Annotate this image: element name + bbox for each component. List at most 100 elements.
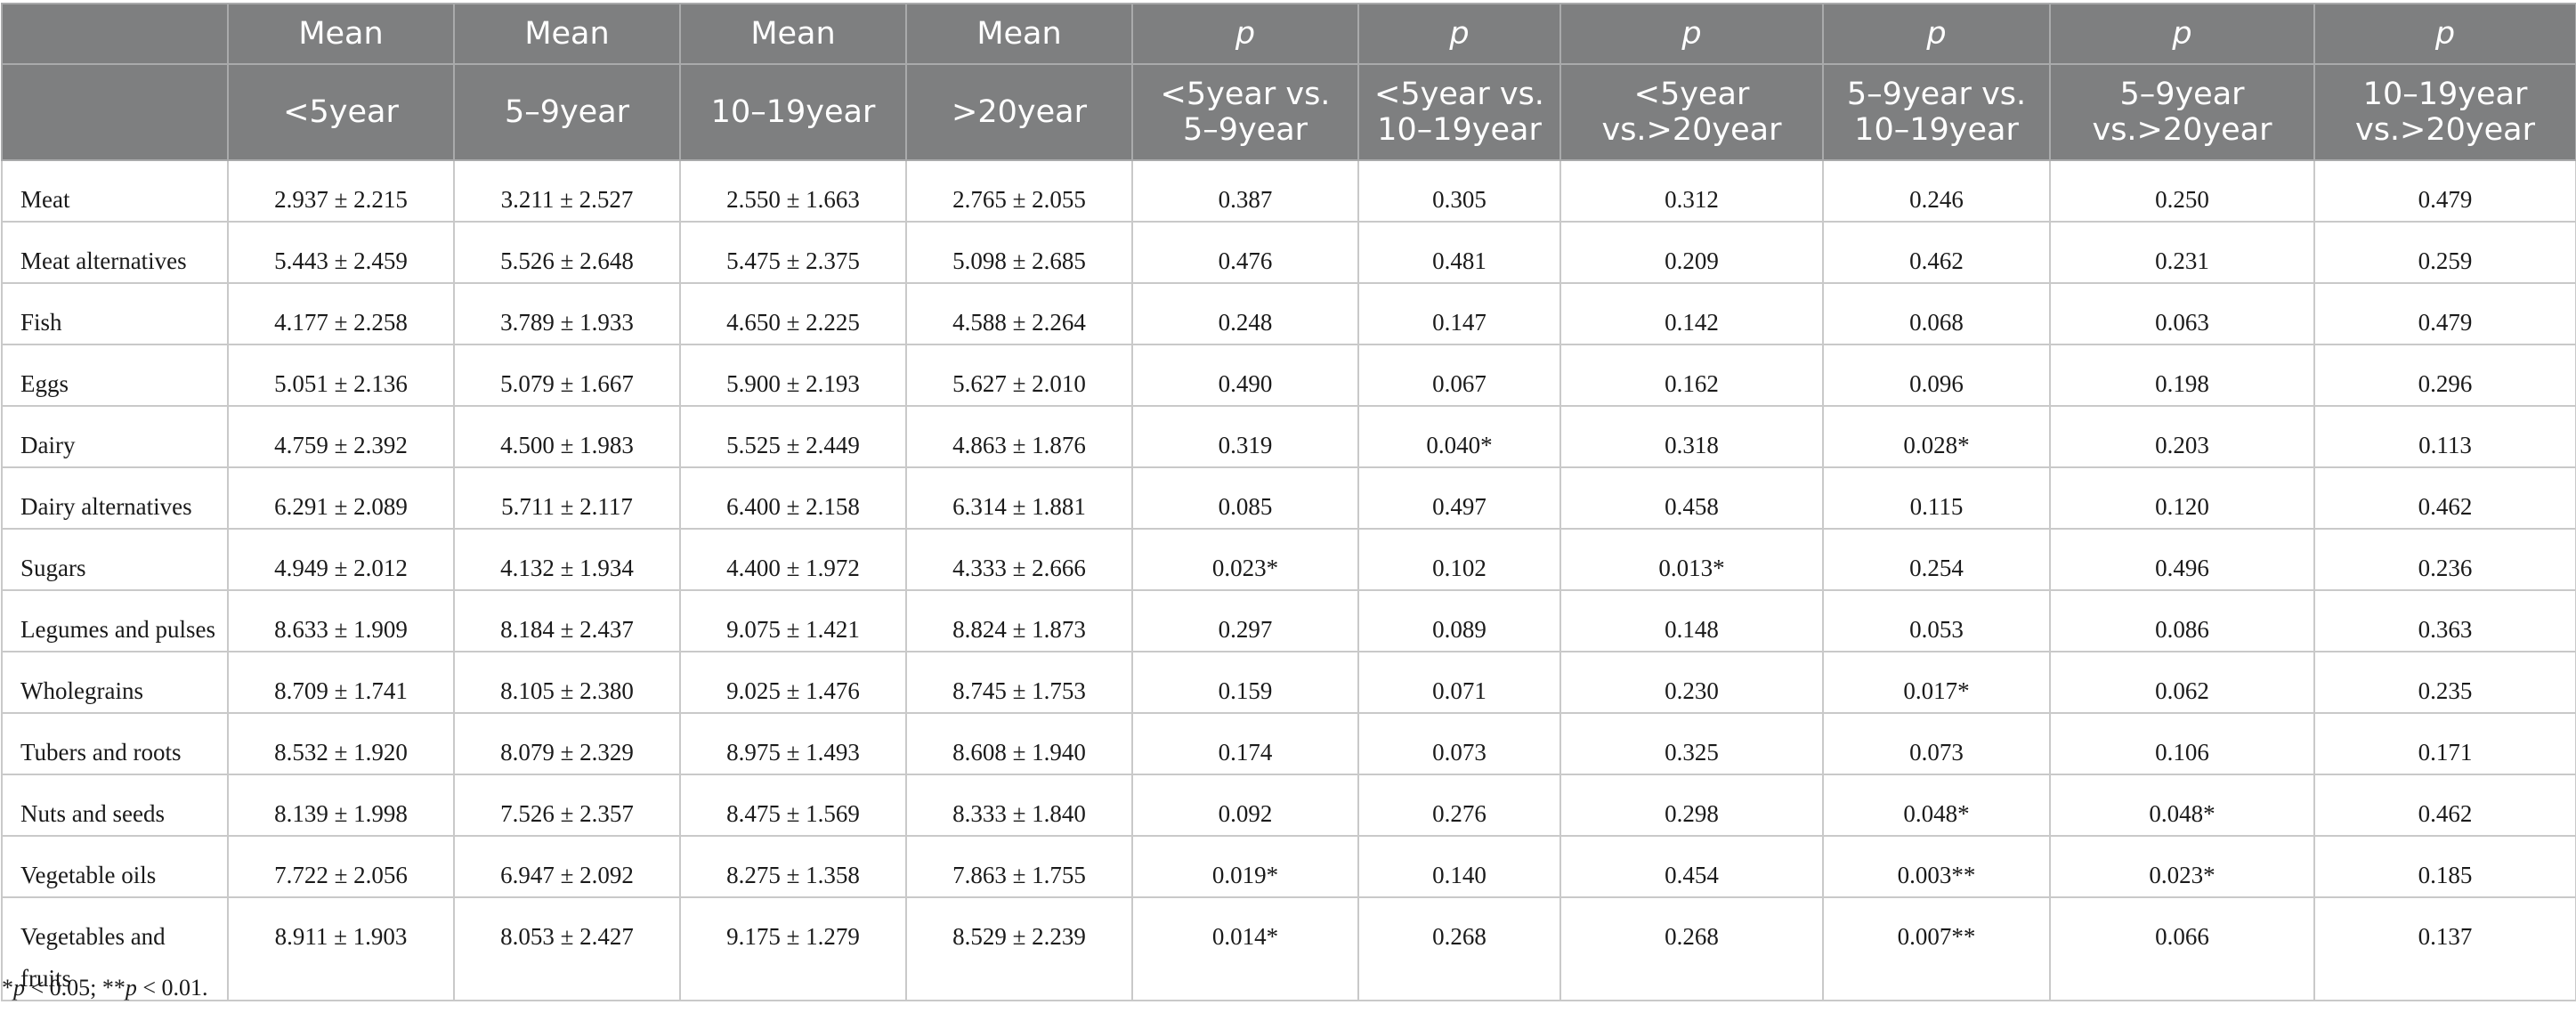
header-statistic-cell: Mean [453, 3, 681, 65]
table-row: Vegetable oils 7.722 ± 2.056 6.947 ± 2.092… [1, 835, 2576, 898]
mean-value-cell: 9.175 ± 1.279 [679, 896, 907, 1001]
mean-value-cell: 4.177 ± 2.258 [227, 282, 455, 345]
mean-value-cell: 7.863 ± 1.755 [905, 835, 1133, 898]
p-value-cell: 0.048* [1822, 774, 2051, 837]
mean-value-cell: 6.314 ± 1.881 [905, 466, 1133, 530]
mean-value-cell: 8.105 ± 2.380 [453, 651, 681, 714]
mean-value-cell: 8.275 ± 1.358 [679, 835, 907, 898]
mean-value-cell: 8.975 ± 1.493 [679, 712, 907, 775]
footnote-part: * [2, 975, 13, 1001]
mean-value-cell: 8.079 ± 2.329 [453, 712, 681, 775]
p-value-cell: 0.014* [1131, 896, 1359, 1001]
p-value-cell: 0.115 [1822, 466, 2051, 530]
table-row: Meat alternatives 5.443 ± 2.459 5.526 ± 2.… [1, 221, 2576, 284]
header-statistic-cell: p [1357, 3, 1561, 65]
p-value-cell: 0.102 [1357, 528, 1561, 591]
p-value-cell: 0.003** [1822, 835, 2051, 898]
header-group-cell: 5–9year vs.>20year [2049, 63, 2315, 161]
p-value-cell: 0.490 [1131, 344, 1359, 407]
mean-value-cell: 5.098 ± 2.685 [905, 221, 1133, 284]
p-value-cell: 0.298 [1559, 774, 1824, 837]
p-value-cell: 0.250 [2049, 159, 2315, 223]
p-value-cell: 0.248 [1131, 282, 1359, 345]
mean-value-cell: 2.937 ± 2.215 [227, 159, 455, 223]
table-row: Meat 2.937 ± 2.215 3.211 ± 2.527 2.550 ± 1.… [1, 159, 2576, 223]
mean-value-cell: 5.079 ± 1.667 [453, 344, 681, 407]
mean-value-cell: 8.184 ± 2.437 [453, 589, 681, 652]
row-label: Meat alternatives [1, 221, 229, 284]
p-value-cell: 0.203 [2049, 405, 2315, 468]
row-label: Nuts and seeds [1, 774, 229, 837]
p-value-cell: 0.073 [1357, 712, 1561, 775]
row-label: Meat [1, 159, 229, 223]
p-value-cell: 0.048* [2049, 774, 2315, 837]
mean-value-cell: 2.550 ± 1.663 [679, 159, 907, 223]
mean-value-cell: 9.075 ± 1.421 [679, 589, 907, 652]
p-value-cell: 0.185 [2313, 835, 2576, 898]
p-value-cell: 0.481 [1357, 221, 1561, 284]
p-value-cell: 0.462 [1822, 221, 2051, 284]
p-value-cell: 0.462 [2313, 774, 2576, 837]
table-row: Sugars 4.949 ± 2.012 4.132 ± 1.934 4.400 ± … [1, 528, 2576, 591]
row-label: Wholegrains [1, 651, 229, 714]
p-value-cell: 0.230 [1559, 651, 1824, 714]
p-value-cell: 0.023* [2049, 835, 2315, 898]
p-value-cell: 0.268 [1559, 896, 1824, 1001]
mean-value-cell: 8.475 ± 1.569 [679, 774, 907, 837]
table-body: Meat 2.937 ± 2.215 3.211 ± 2.527 2.550 ± 1.… [1, 159, 2576, 1001]
p-value-cell: 0.067 [1357, 344, 1561, 407]
row-label: Sugars [1, 528, 229, 591]
row-label: Eggs [1, 344, 229, 407]
table-row: Nuts and seeds 8.139 ± 1.998 7.526 ± 2.357… [1, 774, 2576, 837]
mean-value-cell: 9.025 ± 1.476 [679, 651, 907, 714]
mean-value-cell: 8.529 ± 2.239 [905, 896, 1133, 1001]
table-footnote: *p < 0.05; **p < 0.01. [2, 975, 208, 1001]
header-group-cell: <5year vs.>20year [1559, 63, 1824, 161]
mean-value-cell: 5.900 ± 2.193 [679, 344, 907, 407]
mean-value-cell: 7.526 ± 2.357 [453, 774, 681, 837]
header-row-statistic: Mean Mean Mean Mean p p p p p p [1, 3, 2576, 65]
mean-value-cell: 3.211 ± 2.527 [453, 159, 681, 223]
mean-value-cell: 4.650 ± 2.225 [679, 282, 907, 345]
p-value-cell: 0.013* [1559, 528, 1824, 591]
p-value-cell: 0.312 [1559, 159, 1824, 223]
mean-value-cell: 5.711 ± 2.117 [453, 466, 681, 530]
p-value-cell: 0.148 [1559, 589, 1824, 652]
p-value-cell: 0.174 [1131, 712, 1359, 775]
p-value-cell: 0.086 [2049, 589, 2315, 652]
header-group-cell: <5year vs. 5–9year [1131, 63, 1359, 161]
mean-value-cell: 6.400 ± 2.158 [679, 466, 907, 530]
p-value-cell: 0.007** [1822, 896, 2051, 1001]
p-value-cell: 0.142 [1559, 282, 1824, 345]
p-value-cell: 0.017* [1822, 651, 2051, 714]
mean-value-cell: 7.722 ± 2.056 [227, 835, 455, 898]
header-group-cell: 10–19year [679, 63, 907, 161]
p-value-cell: 0.113 [2313, 405, 2576, 468]
p-value-cell: 0.458 [1559, 466, 1824, 530]
p-value-cell: 0.387 [1131, 159, 1359, 223]
p-value-cell: 0.096 [1822, 344, 2051, 407]
p-value-cell: 0.259 [2313, 221, 2576, 284]
table-row: Tubers and roots 8.532 ± 1.920 8.079 ± 2.3… [1, 712, 2576, 775]
header-corner-cell [1, 3, 229, 65]
header-statistic-cell: p [1559, 3, 1824, 65]
mean-value-cell: 8.911 ± 1.903 [227, 896, 455, 1001]
row-label: Fish [1, 282, 229, 345]
table-header: Mean Mean Mean Mean p p p p p p <5year 5–9year 10–1… [1, 3, 2576, 161]
mean-value-cell: 5.526 ± 2.648 [453, 221, 681, 284]
p-value-cell: 0.162 [1559, 344, 1824, 407]
p-value-cell: 0.254 [1822, 528, 2051, 591]
table-row: Fish 4.177 ± 2.258 3.789 ± 1.933 4.650 ± 2.… [1, 282, 2576, 345]
mean-value-cell: 2.765 ± 2.055 [905, 159, 1133, 223]
header-row-groups: <5year 5–9year 10–19year >20year <5year vs. … [1, 63, 2576, 161]
p-value-cell: 0.085 [1131, 466, 1359, 530]
p-value-cell: 0.023* [1131, 528, 1359, 591]
row-label: Dairy alternatives [1, 466, 229, 530]
mean-value-cell: 4.132 ± 1.934 [453, 528, 681, 591]
p-value-cell: 0.236 [2313, 528, 2576, 591]
header-corner-cell [1, 63, 229, 161]
p-value-cell: 0.235 [2313, 651, 2576, 714]
table-row: Eggs 5.051 ± 2.136 5.079 ± 1.667 5.900 ± 2.… [1, 344, 2576, 407]
mean-value-cell: 8.053 ± 2.427 [453, 896, 681, 1001]
